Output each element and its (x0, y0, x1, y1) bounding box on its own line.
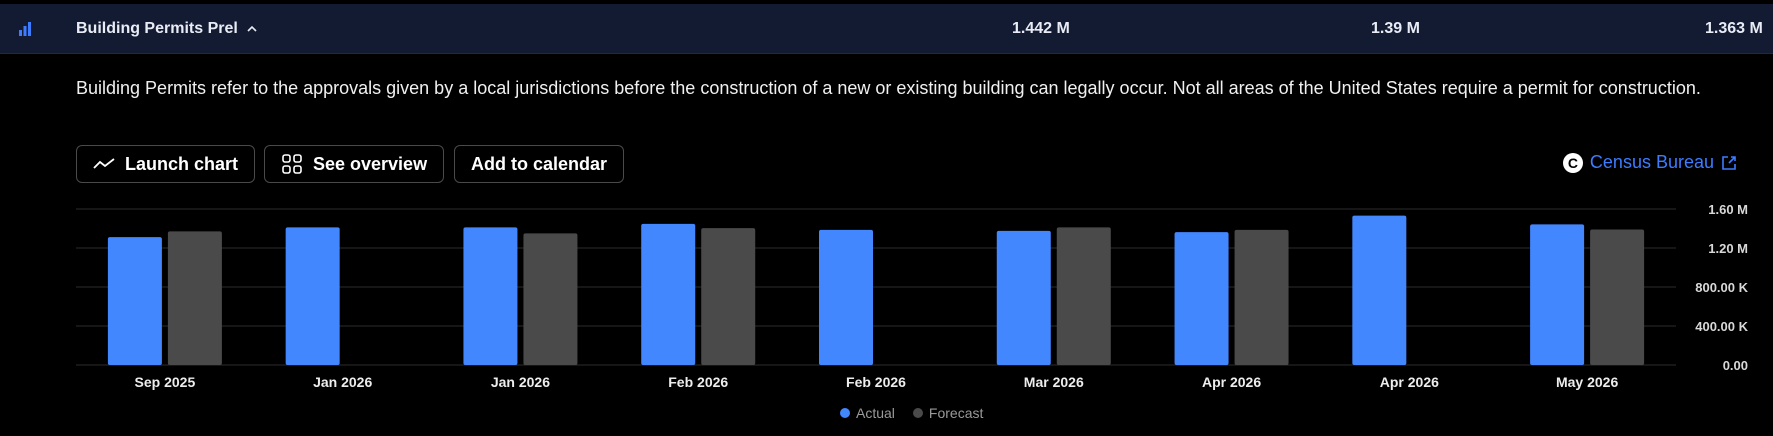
bar-chart-icon (19, 22, 31, 36)
forecast-bar[interactable] (701, 228, 756, 365)
legend-forecast-label: Forecast (928, 405, 984, 421)
actual-bar[interactable] (996, 230, 1051, 365)
source-badge: C (1562, 152, 1583, 173)
trend-line-icon (93, 158, 115, 169)
actual-dot (840, 408, 850, 418)
add-to-calendar-button[interactable]: Add to calendar (454, 145, 625, 183)
actual-bar[interactable] (107, 237, 162, 365)
y-tick-label: 0.00 (1723, 358, 1748, 373)
chevron-up-icon[interactable] (246, 23, 258, 35)
forecast-bar[interactable] (1590, 229, 1645, 365)
actual-bar[interactable] (1174, 232, 1229, 365)
external-link-icon (1722, 155, 1736, 170)
see-overview-label: See overview (313, 153, 428, 174)
actual-bar[interactable] (641, 223, 696, 365)
x-tick-label: Feb 2026 (668, 374, 728, 390)
actual-bar[interactable] (285, 227, 340, 365)
y-tick-label: 1.20 M (1708, 241, 1748, 256)
indicator-description: Building Permits refer to the approvals … (76, 78, 1701, 98)
x-tick-label: Jan 2026 (491, 374, 550, 390)
forecast-bar[interactable] (1056, 227, 1111, 365)
launch-chart-label: Launch chart (125, 153, 239, 174)
actual-bar[interactable] (1530, 224, 1585, 365)
actual-bar[interactable] (819, 229, 873, 365)
actual-bar[interactable] (463, 227, 518, 365)
launch-chart-button[interactable]: Launch chart (76, 145, 256, 183)
x-tick-label: May 2026 (1556, 374, 1618, 390)
indicator-header-row[interactable]: Building Permits Prel 1.442 M 1.39 M 1.3… (0, 4, 1773, 54)
x-tick-label: Jan 2026 (313, 374, 372, 390)
y-tick-label: 1.60 M (1708, 202, 1748, 217)
x-tick-label: Feb 2026 (846, 374, 906, 390)
indicator-title: Building Permits Prel (76, 19, 238, 37)
chart-legend: Actual Forecast (840, 405, 983, 421)
forecast-bar[interactable] (1234, 229, 1289, 365)
forecast-bar[interactable] (167, 231, 222, 365)
forecast-dot (912, 408, 923, 418)
source-link[interactable]: C Census Bureau (1562, 152, 1737, 173)
y-tick-label: 400.00 K (1695, 319, 1748, 334)
indicator-title-group[interactable]: Building Permits Prel (76, 4, 258, 53)
bar-chart: 1.60 M 1.20 M 800.00 K 400.00 K 0.00 Sep 2025… (76, 202, 1749, 390)
x-tick-label: Sep 2025 (135, 374, 196, 390)
forecast-bar[interactable] (523, 233, 578, 365)
forecast-value: 1.39 M (1371, 19, 1420, 37)
see-overview-button[interactable]: See overview (264, 145, 445, 183)
legend-actual-label: Actual (856, 405, 895, 421)
x-tick-label: Apr 2026 (1380, 374, 1439, 390)
y-tick-label: 800.00 K (1695, 280, 1748, 295)
actual-bar[interactable] (1352, 215, 1407, 365)
legend-actual[interactable]: Actual (840, 405, 895, 421)
grid-icon (282, 154, 302, 174)
source-label: Census Bureau (1589, 152, 1714, 172)
prior-value: 1.363 M (1705, 19, 1763, 37)
actual-value: 1.442 M (1012, 19, 1070, 37)
add-to-calendar-label: Add to calendar (471, 153, 608, 174)
legend-forecast[interactable]: Forecast (912, 405, 984, 421)
x-tick-label: Mar 2026 (1024, 374, 1084, 390)
x-tick-label: Apr 2026 (1202, 374, 1261, 390)
